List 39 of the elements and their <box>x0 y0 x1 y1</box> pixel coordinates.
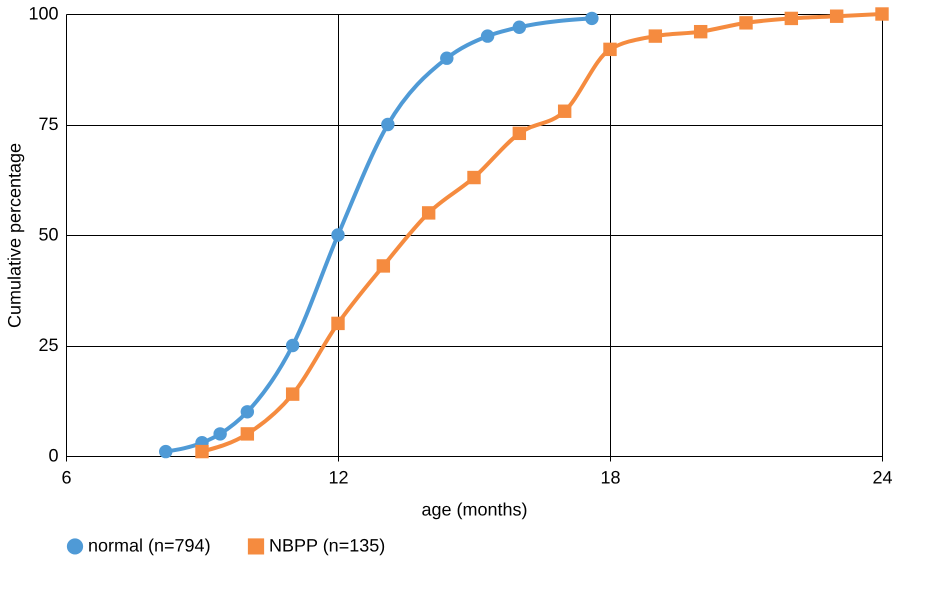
point <box>558 104 572 118</box>
point <box>784 12 798 26</box>
point <box>648 29 662 43</box>
legend-label: NBPP (n=135) <box>269 535 386 556</box>
point <box>286 338 300 352</box>
y-tick-label: 0 <box>48 446 58 466</box>
point <box>467 170 481 184</box>
point <box>585 12 599 26</box>
x-tick-label: 6 <box>61 468 72 488</box>
x-tick-label: 24 <box>872 468 893 488</box>
point <box>739 16 753 30</box>
point <box>440 52 454 65</box>
point <box>195 444 209 458</box>
point <box>331 228 345 242</box>
legend-label: normal (n=794) <box>88 535 211 556</box>
y-tick-label: 75 <box>38 114 58 134</box>
point <box>512 126 526 140</box>
point <box>875 7 889 21</box>
y-tick-label: 100 <box>28 4 58 24</box>
point <box>512 20 526 34</box>
x-tick-label: 18 <box>600 468 621 488</box>
x-axis-title: age (months) <box>421 500 528 520</box>
point <box>830 10 844 23</box>
point <box>376 259 390 273</box>
x-tick-label: 12 <box>328 468 349 488</box>
point <box>286 387 300 401</box>
point <box>331 316 345 330</box>
point <box>694 24 708 38</box>
point <box>240 427 254 441</box>
point <box>422 206 436 220</box>
point <box>240 405 254 418</box>
point <box>159 444 172 458</box>
y-tick-label: 50 <box>38 224 58 244</box>
y-tick-label: 25 <box>38 335 58 355</box>
y-axis-title: Cumulative percentage <box>4 142 24 328</box>
point <box>603 42 617 56</box>
point <box>381 118 395 132</box>
point <box>213 427 227 441</box>
point <box>480 29 494 43</box>
